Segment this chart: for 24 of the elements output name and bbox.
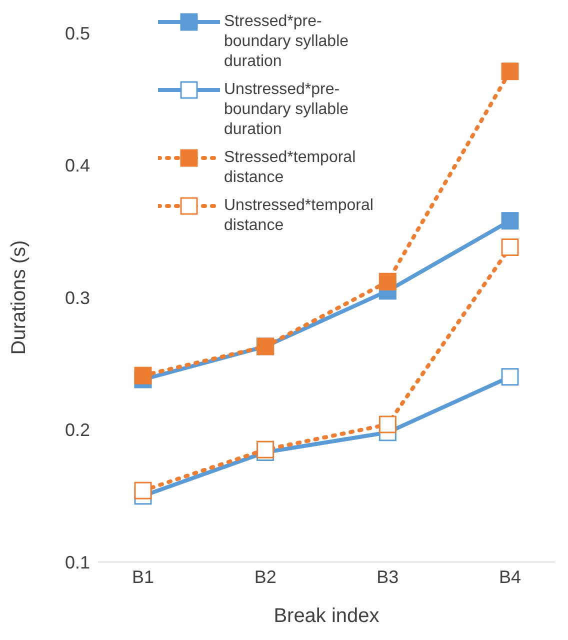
x-tick-label: B1 [132, 566, 154, 587]
y-tick-label: 0.4 [64, 156, 90, 176]
legend-label: Stressed*temporal distance [224, 148, 357, 188]
x-tick-label: B2 [254, 566, 276, 587]
y-tick-label: 0.1 [64, 552, 90, 572]
point [501, 62, 519, 80]
point [501, 238, 519, 256]
point [134, 482, 152, 500]
point [134, 366, 152, 384]
y-tick-label: 0.2 [64, 420, 90, 440]
point [501, 212, 519, 230]
x-tick-label: B4 [498, 566, 522, 587]
legend-label: Stressed*pre-boundary syllable duration [224, 12, 350, 72]
point [256, 440, 274, 458]
x-axis-title: Break index [274, 605, 380, 627]
y-axis-title: Durations (s) [8, 240, 30, 355]
legend-label: Unstressed*pre-boundary syllable duration [224, 80, 350, 140]
point [378, 416, 396, 434]
legend-label: Unstressed*temporal distance [224, 196, 374, 236]
x-tick-label: B3 [376, 566, 399, 587]
point [378, 272, 396, 290]
y-tick-label: 0.5 [64, 23, 90, 44]
y-tick-label: 0.3 [64, 288, 90, 308]
point [501, 368, 519, 386]
